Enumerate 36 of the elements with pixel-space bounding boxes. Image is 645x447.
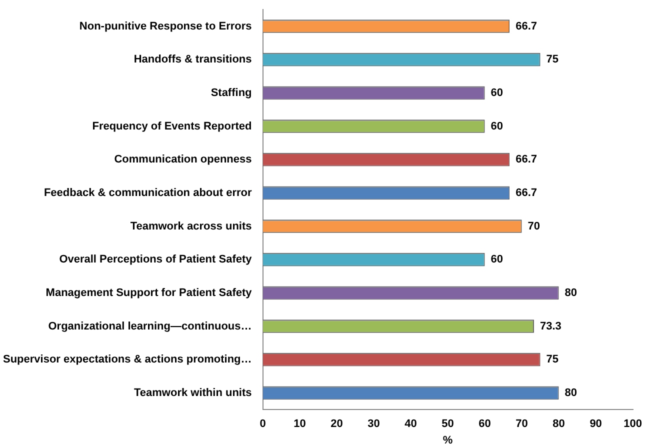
data-label: 60 bbox=[490, 120, 504, 132]
x-tick-label: 100 bbox=[624, 418, 642, 430]
data-label: 73.3 bbox=[540, 320, 562, 332]
x-tick-label: 0 bbox=[260, 418, 266, 430]
y-tick-label: Non-punitive Response to Errors bbox=[79, 20, 252, 32]
data-label: 66.7 bbox=[516, 154, 538, 166]
y-tick-label: Teamwork within units bbox=[134, 386, 252, 399]
data-label: 66.7 bbox=[516, 20, 538, 32]
data-label: 75 bbox=[546, 54, 559, 66]
x-tick-label: 20 bbox=[330, 418, 343, 430]
x-tick-label: 40 bbox=[404, 418, 417, 430]
x-axis-title: % bbox=[442, 434, 453, 446]
y-tick-label: Overall Perceptions of Patient Safety bbox=[59, 254, 253, 266]
data-label: 80 bbox=[564, 286, 578, 299]
y-tick-label: Handoffs & transitions bbox=[134, 54, 252, 66]
y-tick-label: Management Support for Patient Safety bbox=[46, 286, 253, 299]
y-tick-label: Supervisor expectations & actions promoting… bbox=[2, 354, 252, 366]
x-tick-label: 80 bbox=[552, 418, 565, 430]
data-label: 60 bbox=[490, 86, 504, 99]
data-label: 60 bbox=[490, 254, 504, 266]
x-tick-label: 30 bbox=[368, 418, 380, 430]
y-tick-label: Communication openness bbox=[114, 154, 252, 166]
x-tick-label: 90 bbox=[590, 418, 602, 430]
x-tick-label: 70 bbox=[516, 418, 528, 430]
x-tick-label: 60 bbox=[478, 418, 491, 430]
data-label: 75 bbox=[546, 354, 559, 366]
y-tick-label: Organizational learning—continuous… bbox=[48, 320, 252, 332]
x-tick-label: 10 bbox=[294, 418, 306, 430]
y-tick-label: Feedback & communication about error bbox=[44, 186, 252, 199]
data-label: 66.7 bbox=[516, 186, 538, 199]
y-tick-label: Teamwork across units bbox=[130, 220, 252, 232]
data-label: 70 bbox=[528, 220, 540, 232]
data-label: 80 bbox=[564, 386, 578, 399]
y-tick-label: Staffing bbox=[210, 86, 252, 99]
y-tick-label: Frequency of Events Reported bbox=[92, 120, 252, 132]
x-tick-label: 50 bbox=[442, 418, 454, 430]
